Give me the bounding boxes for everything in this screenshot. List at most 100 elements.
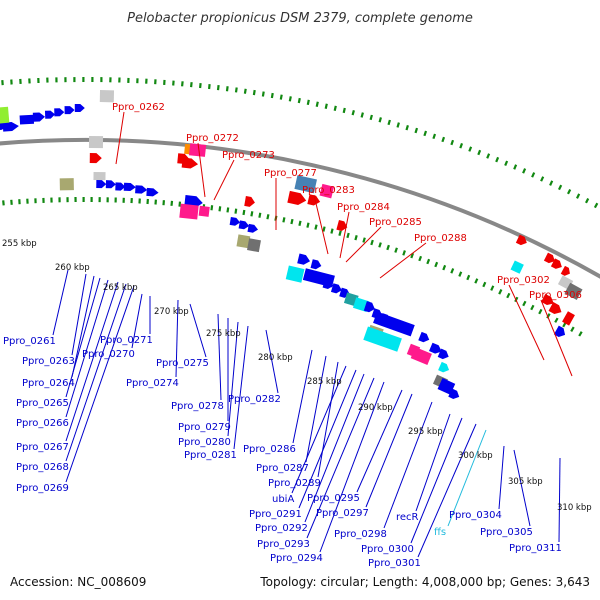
gene-label: Ppro_0304 — [449, 510, 502, 521]
tick-ring-outer — [306, 99, 310, 106]
leader-line — [498, 445, 505, 510]
tick-ring-inner — [290, 218, 294, 225]
backbone-line — [0, 137, 600, 279]
gene-label: Ppro_0306 — [529, 290, 582, 301]
tick-ring-inner — [578, 331, 583, 337]
tick-ring-outer — [181, 81, 184, 87]
tick-ring-outer — [576, 193, 581, 199]
gene-label: Ppro_0262 — [112, 102, 165, 113]
gene-label: Ppro_0291 — [249, 509, 302, 520]
gene-label: Ppro_0289 — [268, 478, 321, 489]
leader-line — [513, 449, 531, 527]
tick-ring-outer — [360, 112, 364, 118]
leader-line — [317, 361, 339, 478]
gene-feature — [437, 348, 449, 360]
leader-line — [313, 194, 329, 255]
leader-line — [197, 142, 206, 198]
tick-ring-outer — [315, 101, 319, 107]
gene-feature — [19, 114, 35, 125]
gene-feature — [88, 136, 104, 149]
leader-line — [227, 321, 239, 437]
gene-feature — [247, 238, 261, 253]
tick-ring-inner — [418, 255, 423, 262]
leader-line — [305, 355, 327, 463]
tick-ring-inner — [210, 205, 214, 211]
tick-ring-outer — [378, 117, 382, 123]
tick-ring-outer — [549, 180, 554, 186]
leader-line — [379, 242, 427, 279]
tick-ring-outer — [199, 82, 202, 89]
leader-line — [265, 329, 279, 394]
tick-ring-inner — [346, 232, 350, 239]
gene-feature — [429, 342, 442, 354]
leader-line — [415, 413, 451, 512]
leader-line — [306, 377, 375, 539]
kbp-label: 275 kbp — [206, 329, 241, 339]
tick-ring-outer — [351, 110, 355, 116]
leader-line — [298, 369, 357, 509]
tick-ring-outer — [297, 97, 301, 104]
tick-ring-inner — [522, 300, 527, 307]
gene-feature — [322, 278, 334, 289]
gene-feature — [515, 234, 527, 246]
gene-label: Ppro_0292 — [255, 523, 308, 534]
gene-feature — [74, 103, 85, 113]
gene-label: Ppro_0301 — [368, 558, 421, 569]
kbp-label: 295 kbp — [408, 427, 443, 437]
tick-ring-inner — [258, 212, 262, 218]
tick-ring-outer — [288, 96, 292, 102]
gene-feature — [564, 282, 583, 301]
leader-line — [540, 299, 573, 377]
tick-ring-outer — [414, 127, 419, 134]
gene-label: Ppro_0284 — [337, 202, 390, 213]
gene-feature — [310, 259, 322, 270]
tick-ring-inner — [314, 224, 318, 230]
gene-feature — [550, 258, 562, 269]
tick-ring-outer — [522, 168, 527, 174]
tick-ring-outer — [342, 107, 346, 114]
kbp-label: 285 kbp — [307, 377, 342, 387]
tick-ring-outer — [477, 149, 482, 156]
leader-line — [417, 423, 477, 558]
gene-feature — [548, 302, 562, 314]
gene-feature — [105, 180, 116, 189]
tick-ring-inner — [458, 271, 463, 277]
gene-label: Ppro_0281 — [184, 450, 237, 461]
leader-line — [52, 269, 69, 336]
accession-text: Accession: NC_008609 — [10, 575, 146, 589]
gene-feature — [437, 378, 456, 395]
tick-ring-outer — [234, 87, 238, 93]
tick-ring-inner — [482, 281, 487, 288]
gene-label: Ppro_0283 — [302, 185, 355, 196]
tick-ring-inner — [250, 211, 254, 217]
leader-line — [71, 275, 95, 378]
leader-line — [410, 417, 463, 544]
gene-feature — [146, 187, 159, 197]
leader-line — [233, 325, 249, 450]
kbp-label: 290 kbp — [358, 403, 393, 413]
gene-label: Ppro_0268 — [16, 462, 69, 473]
kbp-label: 260 kbp — [55, 263, 90, 273]
gene-label: Ppro_0278 — [171, 401, 224, 412]
gene-label: Ppro_0288 — [414, 233, 467, 244]
leader-line — [447, 429, 487, 527]
gene-label: Ppro_0271 — [100, 335, 153, 346]
tick-ring-inner — [338, 230, 342, 236]
gene-label: Ppro_0277 — [264, 168, 317, 179]
gene-feature — [560, 265, 570, 276]
tick-ring-outer — [593, 202, 599, 209]
gene-label: Ppro_0279 — [178, 422, 231, 433]
gene-label: Ppro_0300 — [361, 544, 414, 555]
gene-feature — [0, 106, 10, 125]
gene-feature — [32, 112, 45, 122]
gene-label: Ppro_0265 — [16, 398, 69, 409]
tick-ring-inner — [386, 244, 390, 251]
gene-feature — [307, 194, 321, 206]
leader-line — [339, 211, 350, 259]
gene-label: Ppro_0293 — [257, 539, 310, 550]
tick-ring-outer — [333, 105, 337, 112]
tick-ring-inner — [402, 250, 406, 256]
tick-ring-inner — [322, 226, 326, 232]
gene-label: Ppro_0305 — [480, 527, 533, 538]
tick-ring-inner — [490, 285, 495, 291]
